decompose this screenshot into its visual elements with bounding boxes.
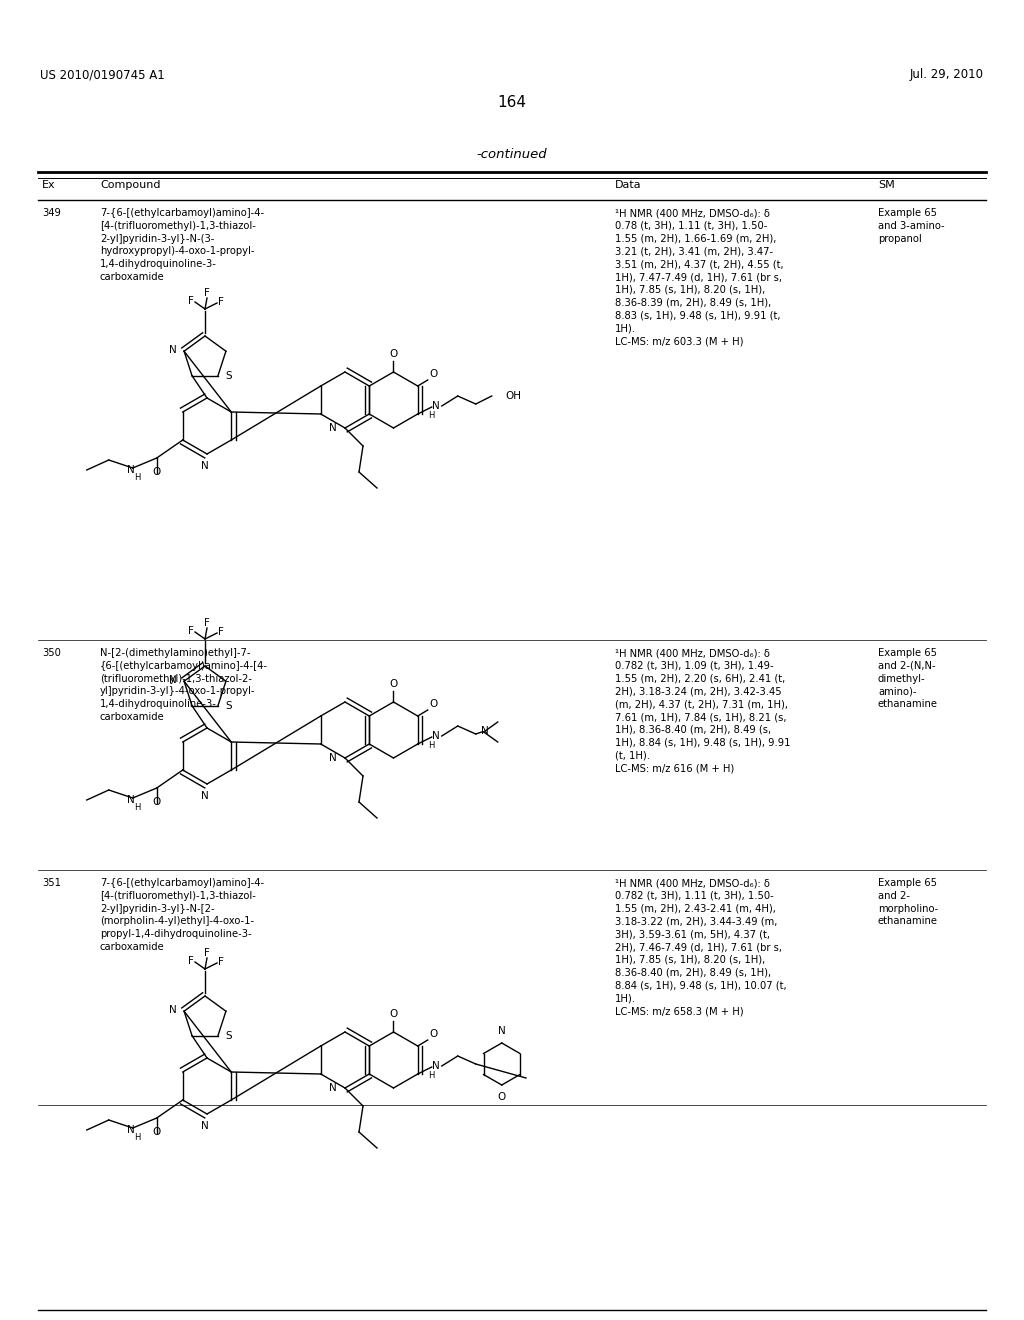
Text: N: N — [432, 1061, 439, 1071]
Text: F: F — [218, 957, 224, 968]
Text: Data: Data — [615, 180, 642, 190]
Text: F: F — [188, 296, 194, 306]
Text: ¹H NMR (400 MHz, DMSO-d₆): δ
0.782 (t, 3H), 1.09 (t, 3H), 1.49-
1.55 (m, 2H), 2.: ¹H NMR (400 MHz, DMSO-d₆): δ 0.782 (t, 3… — [615, 648, 791, 774]
Text: 349: 349 — [42, 209, 60, 218]
Text: S: S — [225, 1031, 232, 1040]
Text: H: H — [134, 803, 141, 812]
Text: O: O — [498, 1092, 506, 1102]
Text: N: N — [127, 465, 134, 475]
Text: H: H — [429, 411, 435, 420]
Text: -continued: -continued — [477, 148, 547, 161]
Text: N-[2-(dimethylamino)ethyl]-7-
{6-[(ethylcarbamoyl)amino]-4-[4-
(trifluoromethyl): N-[2-(dimethylamino)ethyl]-7- {6-[(ethyl… — [100, 648, 268, 722]
Text: F: F — [204, 288, 210, 298]
Text: ¹H NMR (400 MHz, DMSO-d₆): δ
0.78 (t, 3H), 1.11 (t, 3H), 1.50-
1.55 (m, 2H), 1.6: ¹H NMR (400 MHz, DMSO-d₆): δ 0.78 (t, 3H… — [615, 209, 783, 346]
Text: N: N — [169, 1006, 177, 1015]
Text: N: N — [329, 752, 337, 763]
Text: US 2010/0190745 A1: US 2010/0190745 A1 — [40, 69, 165, 81]
Text: Example 65
and 2-(N,N-
dimethyl-
amino)-
ethanamine: Example 65 and 2-(N,N- dimethyl- amino)-… — [878, 648, 938, 709]
Text: N: N — [432, 731, 439, 741]
Text: O: O — [153, 1127, 161, 1137]
Text: H: H — [134, 473, 141, 482]
Text: F: F — [218, 297, 224, 308]
Text: N: N — [127, 795, 134, 805]
Text: F: F — [204, 618, 210, 628]
Text: SM: SM — [878, 180, 895, 190]
Text: Ex: Ex — [42, 180, 55, 190]
Text: O: O — [430, 1030, 438, 1039]
Text: H: H — [429, 741, 435, 750]
Text: N: N — [498, 1026, 506, 1036]
Text: O: O — [389, 678, 397, 689]
Text: O: O — [389, 1008, 397, 1019]
Text: 164: 164 — [498, 95, 526, 110]
Text: O: O — [430, 370, 438, 379]
Text: N: N — [329, 1082, 337, 1093]
Text: 350: 350 — [42, 648, 60, 657]
Text: N: N — [127, 1125, 134, 1135]
Text: S: S — [225, 701, 232, 710]
Text: Example 65
and 2-
morpholino-
ethanamine: Example 65 and 2- morpholino- ethanamine — [878, 878, 938, 927]
Text: H: H — [134, 1133, 141, 1142]
Text: S: S — [225, 371, 232, 380]
Text: N: N — [432, 401, 439, 411]
Text: Compound: Compound — [100, 180, 161, 190]
Text: N: N — [201, 1121, 209, 1131]
Text: N: N — [169, 346, 177, 355]
Text: Jul. 29, 2010: Jul. 29, 2010 — [910, 69, 984, 81]
Text: O: O — [389, 348, 397, 359]
Text: 7-{6-[(ethylcarbamoyl)amino]-4-
[4-(trifluoromethyl)-1,3-thiazol-
2-yl]pyridin-3: 7-{6-[(ethylcarbamoyl)amino]-4- [4-(trif… — [100, 209, 264, 282]
Text: OH: OH — [506, 391, 522, 401]
Text: 351: 351 — [42, 878, 61, 888]
Text: N: N — [169, 676, 177, 685]
Text: H: H — [429, 1071, 435, 1080]
Text: O: O — [153, 467, 161, 477]
Text: F: F — [188, 956, 194, 966]
Text: 7-{6-[(ethylcarbamoyl)amino]-4-
[4-(trifluoromethyl)-1,3-thiazol-
2-yl]pyridin-3: 7-{6-[(ethylcarbamoyl)amino]-4- [4-(trif… — [100, 878, 264, 952]
Text: Example 65
and 3-amino-
propanol: Example 65 and 3-amino- propanol — [878, 209, 944, 244]
Text: F: F — [188, 626, 194, 636]
Text: ¹H NMR (400 MHz, DMSO-d₆): δ
0.782 (t, 3H), 1.11 (t, 3H), 1.50-
1.55 (m, 2H), 2.: ¹H NMR (400 MHz, DMSO-d₆): δ 0.782 (t, 3… — [615, 878, 786, 1016]
Text: N: N — [481, 726, 488, 737]
Text: O: O — [430, 700, 438, 709]
Text: N: N — [329, 422, 337, 433]
Text: O: O — [153, 797, 161, 807]
Text: F: F — [204, 948, 210, 958]
Text: N: N — [201, 461, 209, 471]
Text: F: F — [218, 627, 224, 638]
Text: N: N — [201, 791, 209, 801]
